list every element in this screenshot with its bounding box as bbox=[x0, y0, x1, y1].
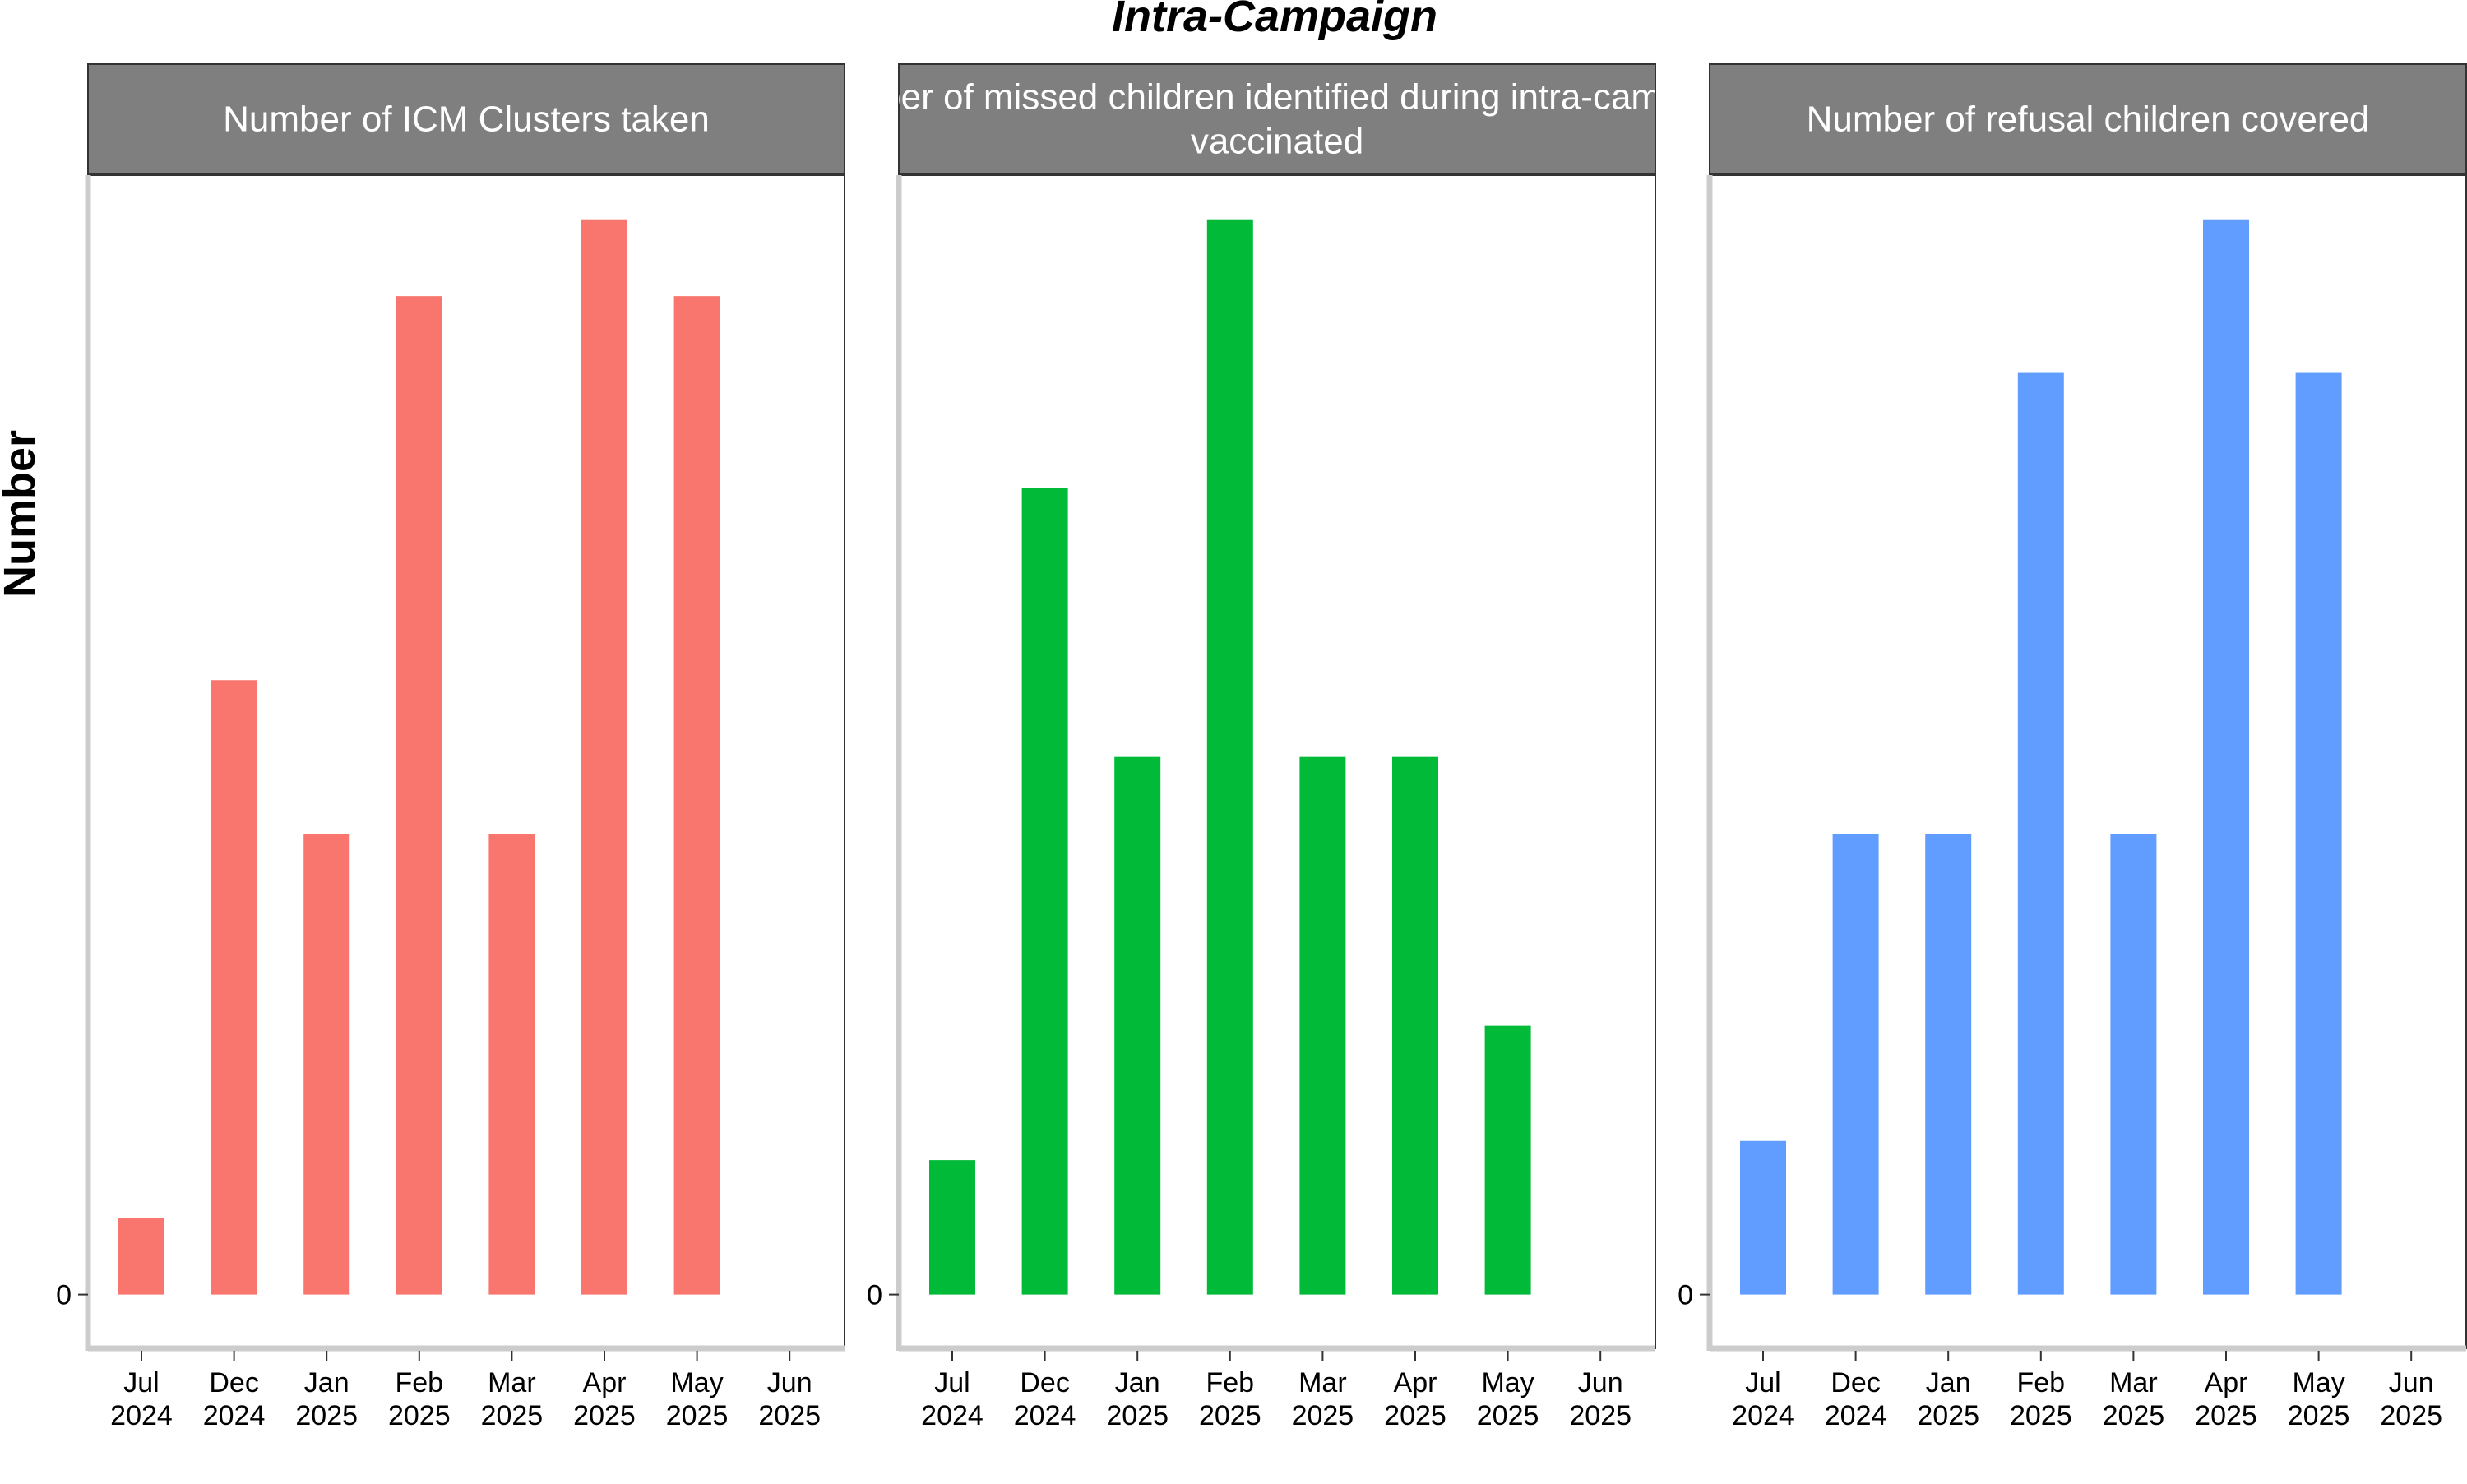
x-tick-label-year: 2024 bbox=[203, 1400, 266, 1431]
x-tick-label-year: 2025 bbox=[2010, 1400, 2072, 1431]
strip-title-line-2: vaccinated bbox=[1191, 122, 1363, 162]
bar-mar-2025 bbox=[2110, 834, 2157, 1295]
x-tick-label-month: Feb bbox=[396, 1367, 444, 1398]
x-tick-label-month: Feb bbox=[2017, 1367, 2066, 1398]
bar-may-2025 bbox=[2295, 372, 2342, 1295]
x-tick-label-month: Jan bbox=[304, 1367, 349, 1398]
x-tick-label-year: 2025 bbox=[2103, 1400, 2165, 1431]
bar-apr-2025 bbox=[581, 219, 627, 1295]
x-tick-label-year: 2025 bbox=[2288, 1400, 2350, 1431]
strip-background bbox=[898, 63, 1656, 174]
x-tick-label-month: May bbox=[670, 1367, 723, 1398]
x-tick-label-year: 2025 bbox=[1106, 1400, 1169, 1431]
bar-jul-2024 bbox=[929, 1160, 975, 1295]
panel-border bbox=[898, 174, 1656, 1349]
x-tick-label-month: May bbox=[2292, 1367, 2344, 1398]
x-tick-label-year: 2024 bbox=[1014, 1400, 1076, 1431]
x-tick-label-year: 2025 bbox=[573, 1400, 636, 1431]
bar-jan-2025 bbox=[1114, 756, 1161, 1295]
facet-panel-1: Number of ICM Clusters taken0Jul2024Dec2… bbox=[56, 63, 845, 1431]
x-tick-label-year: 2025 bbox=[1384, 1400, 1446, 1431]
x-tick-label-month: May bbox=[1481, 1367, 1534, 1398]
bar-feb-2025 bbox=[1206, 219, 1253, 1295]
bar-jan-2025 bbox=[1925, 834, 1972, 1295]
y-tick-label: 0 bbox=[56, 1280, 72, 1311]
x-tick-label-month: Jul bbox=[1745, 1367, 1780, 1398]
x-tick-label-year: 2025 bbox=[758, 1400, 821, 1431]
x-tick-label-year: 2025 bbox=[1569, 1400, 1632, 1431]
x-tick-label-month: Jun bbox=[767, 1367, 812, 1398]
panel-border bbox=[1709, 174, 2467, 1349]
y-tick-label: 0 bbox=[867, 1280, 882, 1311]
x-tick-label-year: 2025 bbox=[295, 1400, 358, 1431]
bar-dec-2024 bbox=[1832, 834, 1879, 1295]
strip-background bbox=[1709, 63, 2467, 174]
x-tick-label-year: 2025 bbox=[2195, 1400, 2257, 1431]
bar-jul-2024 bbox=[1740, 1140, 1786, 1295]
x-tick-label-month: Jan bbox=[1115, 1367, 1160, 1398]
y-tick-label: 0 bbox=[1678, 1280, 1693, 1311]
x-tick-label-month: Jun bbox=[2389, 1367, 2434, 1398]
x-tick-label-month: Dec bbox=[1831, 1367, 1880, 1398]
x-tick-label-year: 2025 bbox=[666, 1400, 729, 1431]
x-tick-label-month: Jan bbox=[1926, 1367, 1971, 1398]
bar-mar-2025 bbox=[1299, 756, 1346, 1295]
bar-may-2025 bbox=[673, 296, 720, 1295]
strip-title-line-1: Number of ICM Clusters taken bbox=[223, 99, 710, 140]
x-tick-label-month: Mar bbox=[488, 1367, 536, 1398]
panel-border bbox=[87, 174, 845, 1349]
x-tick-label-month: Dec bbox=[209, 1367, 258, 1398]
strip-title-line-1: Number of refusal children covered bbox=[1807, 99, 2370, 140]
bar-may-2025 bbox=[1484, 1025, 1531, 1295]
x-tick-label-year: 2025 bbox=[1477, 1400, 1539, 1431]
x-tick-label-month: Apr bbox=[583, 1367, 627, 1398]
x-tick-label-year: 2025 bbox=[481, 1400, 544, 1431]
facet-strip: Number of ICM Clusters taken bbox=[87, 63, 845, 174]
x-tick-label-year: 2024 bbox=[1732, 1400, 1794, 1431]
bar-dec-2024 bbox=[1021, 488, 1068, 1295]
x-tick-label-month: Apr bbox=[1394, 1367, 1437, 1398]
x-tick-label-year: 2024 bbox=[921, 1400, 984, 1431]
bar-apr-2025 bbox=[2203, 219, 2249, 1295]
x-tick-label-year: 2025 bbox=[388, 1400, 451, 1431]
x-tick-label-year: 2024 bbox=[1825, 1400, 1887, 1431]
bar-jul-2024 bbox=[118, 1218, 164, 1295]
facet-panel-3: Number of refusal children covered0Jul20… bbox=[1678, 63, 2467, 1431]
bar-feb-2025 bbox=[2017, 372, 2064, 1295]
x-tick-label-year: 2025 bbox=[2380, 1400, 2442, 1431]
x-tick-label-year: 2024 bbox=[110, 1400, 173, 1431]
x-tick-label-month: Jul bbox=[934, 1367, 970, 1398]
bar-mar-2025 bbox=[488, 834, 535, 1295]
bar-dec-2024 bbox=[211, 680, 257, 1295]
x-tick-label-month: Apr bbox=[2205, 1367, 2248, 1398]
chart-title: Intra-Campaign bbox=[1112, 0, 1437, 41]
bar-apr-2025 bbox=[1392, 756, 1438, 1295]
strip-title-line-1: Number of missed children identified dur… bbox=[804, 77, 1749, 118]
x-tick-label-month: Dec bbox=[1020, 1367, 1069, 1398]
x-tick-label-year: 2025 bbox=[1917, 1400, 1979, 1431]
strip-background bbox=[87, 63, 845, 174]
facet-strip: Number of refusal children covered bbox=[1709, 63, 2467, 174]
x-tick-label-year: 2025 bbox=[1199, 1400, 1261, 1431]
x-tick-label-month: Feb bbox=[1206, 1367, 1255, 1398]
bar-feb-2025 bbox=[396, 296, 442, 1295]
x-tick-label-month: Jun bbox=[1578, 1367, 1623, 1398]
facet-strip: Number of missed children identified dur… bbox=[804, 63, 1749, 174]
facet-panel-2: Number of missed children identified dur… bbox=[804, 63, 1749, 1431]
y-axis-label: Number bbox=[0, 430, 44, 598]
x-tick-label-month: Mar bbox=[1298, 1367, 1347, 1398]
x-tick-label-year: 2025 bbox=[1292, 1400, 1354, 1431]
x-tick-label-month: Jul bbox=[123, 1367, 159, 1398]
x-tick-label-month: Mar bbox=[2109, 1367, 2158, 1398]
bar-jan-2025 bbox=[303, 834, 350, 1295]
